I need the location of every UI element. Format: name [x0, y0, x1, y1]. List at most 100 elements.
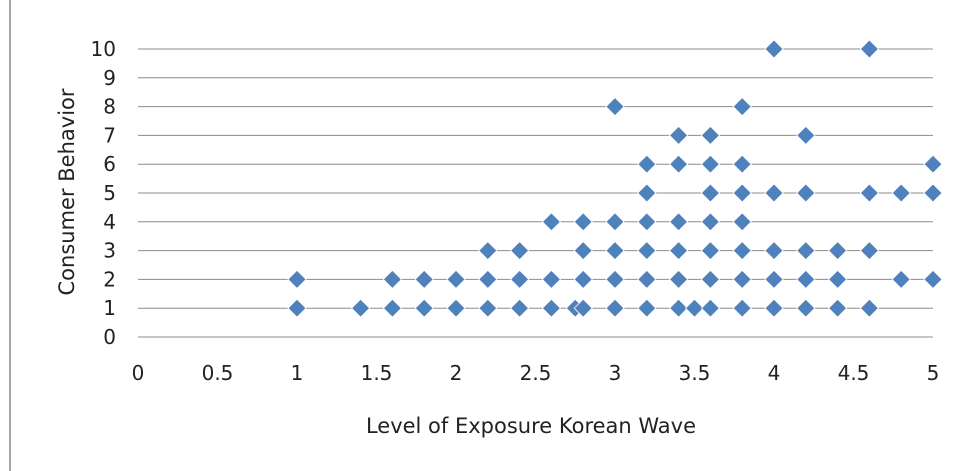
- data-point: [669, 154, 689, 174]
- data-point: [414, 269, 434, 289]
- data-point: [700, 269, 720, 289]
- x-tick-label: 2: [450, 361, 463, 385]
- data-point: [605, 212, 625, 232]
- data-point: [732, 154, 752, 174]
- y-tick-label: 9: [103, 66, 116, 90]
- data-point: [859, 39, 879, 59]
- y-tick-label: 2: [103, 267, 116, 291]
- data-point: [605, 97, 625, 117]
- data-point: [573, 212, 593, 232]
- data-point: [700, 241, 720, 261]
- data-point: [669, 212, 689, 232]
- data-point: [796, 298, 816, 318]
- data-point: [510, 241, 530, 261]
- x-tick-label: 4: [768, 361, 781, 385]
- data-point: [684, 298, 705, 318]
- data-point: [796, 241, 816, 261]
- data-point: [637, 154, 657, 174]
- data-point: [605, 298, 625, 318]
- data-point: [700, 125, 720, 145]
- data-point: [796, 125, 816, 145]
- y-tick-label: 1: [103, 296, 116, 320]
- data-point: [510, 269, 530, 289]
- data-point: [859, 241, 879, 261]
- data-point: [764, 183, 784, 203]
- data-point: [923, 269, 943, 289]
- data-point: [700, 183, 720, 203]
- data-point: [351, 298, 371, 318]
- x-tick-label: 5: [927, 361, 940, 385]
- data-point: [828, 241, 848, 261]
- data-point: [605, 241, 625, 261]
- data-point: [478, 269, 498, 289]
- data-point: [700, 154, 720, 174]
- x-tick-label: 0.5: [202, 361, 234, 385]
- data-point: [859, 298, 879, 318]
- data-point: [669, 298, 689, 318]
- data-point: [382, 298, 402, 318]
- data-point: [891, 183, 911, 203]
- data-point: [732, 269, 752, 289]
- data-point: [828, 269, 848, 289]
- data-point: [510, 298, 530, 318]
- x-tick-label: 1: [291, 361, 304, 385]
- left-border-rule: [9, 0, 11, 471]
- x-tick-label: 3.5: [679, 361, 711, 385]
- data-point: [446, 269, 466, 289]
- data-point: [764, 298, 784, 318]
- data-point: [541, 298, 561, 318]
- data-point: [382, 269, 402, 289]
- x-tick-label: 3: [609, 361, 622, 385]
- data-point: [605, 269, 625, 289]
- data-point: [573, 298, 593, 318]
- data-point: [700, 212, 720, 232]
- data-point: [478, 241, 498, 261]
- data-point: [732, 97, 752, 117]
- gridlines: [138, 48, 933, 309]
- data-point: [541, 212, 561, 232]
- y-tick-label: 6: [103, 152, 116, 176]
- y-tick-label: 10: [91, 37, 116, 61]
- data-point: [764, 269, 784, 289]
- data-point: [637, 241, 657, 261]
- data-point: [637, 298, 657, 318]
- data-point: [732, 241, 752, 261]
- data-point: [796, 269, 816, 289]
- data-point: [669, 125, 689, 145]
- y-tick-label: 0: [103, 325, 116, 349]
- x-tick-label: 0: [132, 361, 145, 385]
- y-tick-label: 7: [103, 123, 116, 147]
- data-point: [669, 241, 689, 261]
- data-point: [891, 269, 911, 289]
- x-tick-label: 4.5: [838, 361, 870, 385]
- data-point: [573, 241, 593, 261]
- x-tick-label: 2.5: [520, 361, 552, 385]
- data-point: [287, 269, 307, 289]
- data-point: [669, 269, 689, 289]
- y-tick-label: 5: [103, 181, 116, 205]
- data-point: [796, 183, 816, 203]
- x-axis-title: Level of Exposure Korean Wave: [366, 414, 696, 438]
- data-points: [287, 39, 943, 318]
- data-point: [764, 241, 784, 261]
- data-point: [700, 298, 720, 318]
- tick-labels: 0 1 2 3 4 5 6 7 8 9 10 0 0.5 1 1.5 2 2.5 3 3.5 4 4.5 5: [91, 37, 940, 385]
- data-point: [859, 183, 879, 203]
- data-point: [764, 39, 784, 59]
- data-point: [828, 298, 848, 318]
- data-point: [573, 269, 593, 289]
- data-point: [478, 298, 498, 318]
- x-tick-label: 1.5: [361, 361, 393, 385]
- data-point: [637, 212, 657, 232]
- data-point: [732, 212, 752, 232]
- data-point: [637, 269, 657, 289]
- y-tick-label: 4: [103, 210, 116, 234]
- data-point: [923, 183, 943, 203]
- data-point: [923, 154, 943, 174]
- y-tick-label: 3: [103, 239, 116, 263]
- data-point: [541, 269, 561, 289]
- data-point: [732, 298, 752, 318]
- data-point: [732, 183, 752, 203]
